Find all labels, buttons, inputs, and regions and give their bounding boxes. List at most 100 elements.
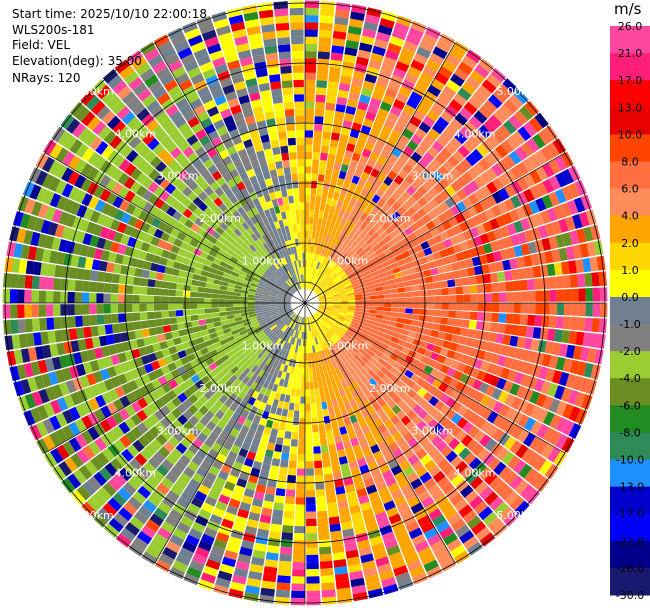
range-gate [264, 493, 275, 503]
range-gate [305, 367, 309, 375]
range-gate [400, 179, 411, 191]
range-gate [305, 58, 317, 66]
range-gate [339, 310, 348, 314]
range-gate [394, 271, 403, 279]
range-gate [492, 401, 504, 414]
range-gate [485, 385, 496, 397]
range-gate [279, 553, 292, 562]
range-gate [368, 396, 377, 406]
range-gate [541, 315, 550, 328]
range-gate [496, 377, 507, 390]
range-gate [372, 145, 383, 156]
range-gate [372, 274, 381, 281]
range-gate [318, 44, 331, 53]
range-gate [433, 194, 445, 205]
range-gate [477, 293, 485, 303]
range-gate [455, 429, 468, 442]
range-gate [508, 209, 520, 222]
range-gate [357, 323, 366, 329]
range-gate [382, 384, 392, 394]
range-gate [592, 287, 601, 302]
range-gate [270, 465, 280, 474]
range-gate [334, 238, 341, 247]
range-gate [351, 175, 360, 185]
range-gate [318, 306, 327, 309]
range-gate [337, 240, 344, 249]
range-gate [219, 375, 229, 385]
range-gate [348, 230, 356, 239]
range-gate [204, 293, 212, 299]
range-gate [260, 353, 267, 362]
range-gate [323, 116, 334, 126]
range-gate [346, 453, 357, 463]
range-gate [390, 558, 406, 570]
colorbar-tick: -13.0 [616, 481, 644, 494]
range-gate [530, 253, 540, 266]
range-gate [416, 377, 426, 387]
range-gate [361, 309, 370, 313]
range-gate [314, 313, 320, 320]
range-gate [291, 359, 296, 367]
range-gate [214, 380, 224, 390]
range-gate [182, 309, 191, 316]
range-gate [562, 403, 574, 419]
range-gate [155, 433, 168, 446]
range-gate [329, 139, 339, 148]
range-gate [306, 317, 309, 325]
range-gate [17, 304, 25, 319]
range-gate [383, 311, 391, 317]
range-gate [233, 396, 243, 406]
range-gate [342, 528, 355, 538]
range-gate [546, 142, 560, 158]
range-gate [554, 155, 568, 171]
range-gate [373, 450, 384, 461]
range-gate [305, 245, 308, 253]
range-gate [468, 400, 480, 412]
range-gate [374, 417, 384, 428]
range-gate [493, 343, 503, 355]
range-gate [417, 234, 427, 244]
range-gate [322, 341, 328, 349]
range-gate [582, 257, 592, 273]
range-gate [327, 370, 334, 379]
range-gate [314, 277, 320, 285]
range-gate [293, 87, 304, 95]
range-gate [414, 244, 424, 253]
range-gate [358, 418, 368, 428]
range-gate [345, 424, 354, 433]
range-gate [450, 118, 464, 131]
range-gate [448, 303, 457, 311]
range-gate [270, 375, 277, 384]
range-gate [305, 403, 311, 411]
range-gate [335, 486, 346, 495]
range-gate [415, 218, 426, 228]
range-gate [525, 488, 540, 505]
range-gate [324, 393, 332, 402]
range-gate [348, 249, 356, 257]
range-gate [523, 337, 533, 350]
range-gate [438, 66, 453, 79]
range-gate [481, 79, 497, 94]
range-gate [468, 115, 483, 129]
range-gate [243, 457, 254, 468]
range-gate [103, 523, 120, 538]
range-gate [377, 207, 387, 217]
range-gate [282, 87, 293, 96]
range-gate [336, 340, 344, 348]
range-gate [396, 317, 405, 324]
range-gate [331, 398, 339, 408]
range-gate [288, 195, 294, 204]
range-gate [337, 500, 349, 510]
range-gate [594, 349, 604, 365]
range-gate [177, 414, 188, 426]
range-gate [275, 160, 283, 170]
range-gate [384, 452, 395, 463]
range-gate [553, 262, 563, 276]
range-gate [392, 447, 403, 459]
range-gate [362, 299, 370, 303]
range-gate [352, 591, 368, 602]
range-gate [325, 102, 336, 111]
range-gate [477, 84, 492, 99]
range-gate [491, 387, 503, 401]
range-gate [341, 521, 353, 531]
